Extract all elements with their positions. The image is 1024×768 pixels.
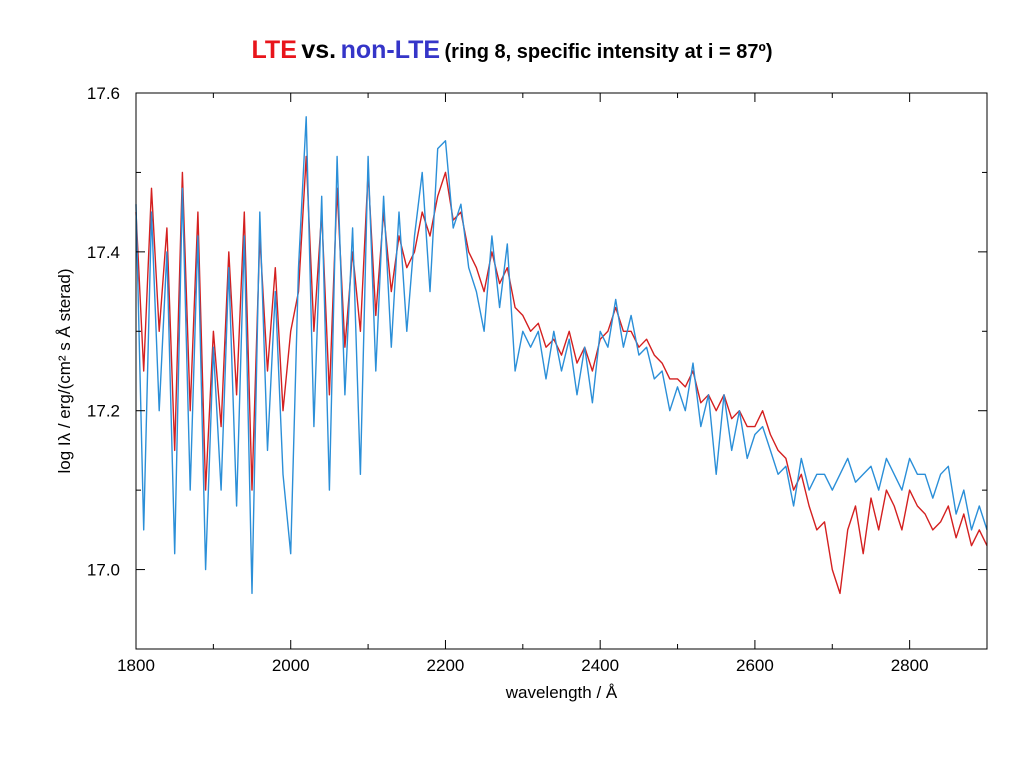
x-tick-label-1800: 1800 (117, 656, 155, 675)
y-tick-label-17.4: 17.4 (87, 243, 120, 262)
title-lte: LTE (251, 36, 297, 64)
x-tick-label-2800: 2800 (891, 656, 929, 675)
series-line-non-lte (135, 116, 988, 595)
y-axis-label: log Iλ / erg/(cm² s Å sterad) (55, 269, 74, 474)
x-tick-label-2000: 2000 (272, 656, 310, 675)
series-line-lte (135, 155, 988, 595)
y-tick-label-17.0: 17.0 (87, 561, 120, 580)
title-non-lte: non-LTE (340, 36, 441, 64)
y-tick-label-17.6: 17.6 (87, 84, 120, 103)
title-subtitle: (ring 8, specific intensity at i = 87º) (444, 41, 773, 63)
x-tick-label-2600: 2600 (736, 656, 774, 675)
x-tick-label-2200: 2200 (427, 656, 465, 675)
x-tick-label-2400: 2400 (581, 656, 619, 675)
title-vs: vs. (301, 36, 337, 64)
y-tick-label-17.2: 17.2 (87, 402, 120, 421)
x-axis-label: wavelength / Å (505, 683, 618, 702)
chart-title: LTE vs. non-LTE (ring 8, specific intens… (0, 36, 1024, 65)
plot-frame (135, 92, 988, 650)
